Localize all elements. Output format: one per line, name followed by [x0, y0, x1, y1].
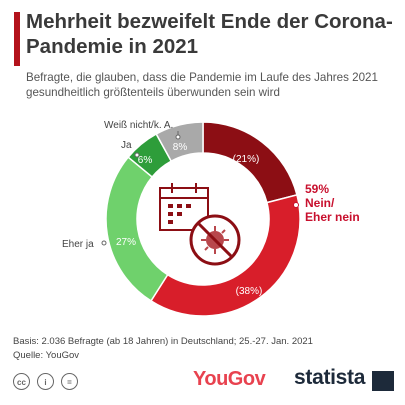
slice-label-nein: (21%) [233, 154, 260, 165]
chart-title: Mehrheit bezweifelt Ende der Corona-Pand… [26, 10, 393, 58]
statista-logo-icon [372, 371, 394, 391]
callout-label-line2: Eher nein [305, 210, 360, 224]
footer-basis: Basis: 2.036 Befragte (ab 18 Jahren) in … [13, 336, 313, 347]
yougov-logo: YouGov [193, 368, 266, 390]
pie-slice [105, 156, 169, 302]
callout-label-line1: Nein/ [305, 196, 335, 210]
no-derivatives-icon[interactable]: = [61, 373, 78, 390]
slice-label-weiss-nicht: 8% [173, 142, 188, 153]
pie-slice [155, 121, 204, 163]
callout-percent: 59% [305, 182, 329, 196]
chart-subtitle: Befragte, die glauben, dass die Pandemie… [26, 71, 378, 99]
pie-slice [149, 193, 301, 317]
title-accent-bar [14, 12, 20, 66]
legend-label-ja: Ja [121, 140, 132, 151]
calendar-virus-prohibited-icon [159, 183, 241, 266]
legend-label-eher-ja: Eher ja [62, 239, 94, 250]
slice-label-eher-ja: 27% [116, 237, 136, 248]
cc-license-icon[interactable]: cc [13, 373, 30, 390]
attribution-icon[interactable]: i [37, 373, 54, 390]
footer-source: Quelle: YouGov [13, 350, 80, 361]
statista-logo: statista [294, 366, 366, 389]
slice-label-eher-nein: (38%) [236, 286, 263, 297]
legend-label-weiss-nicht: Weiß nicht/k. A. [104, 120, 173, 131]
slice-label-ja: 6% [138, 155, 153, 166]
